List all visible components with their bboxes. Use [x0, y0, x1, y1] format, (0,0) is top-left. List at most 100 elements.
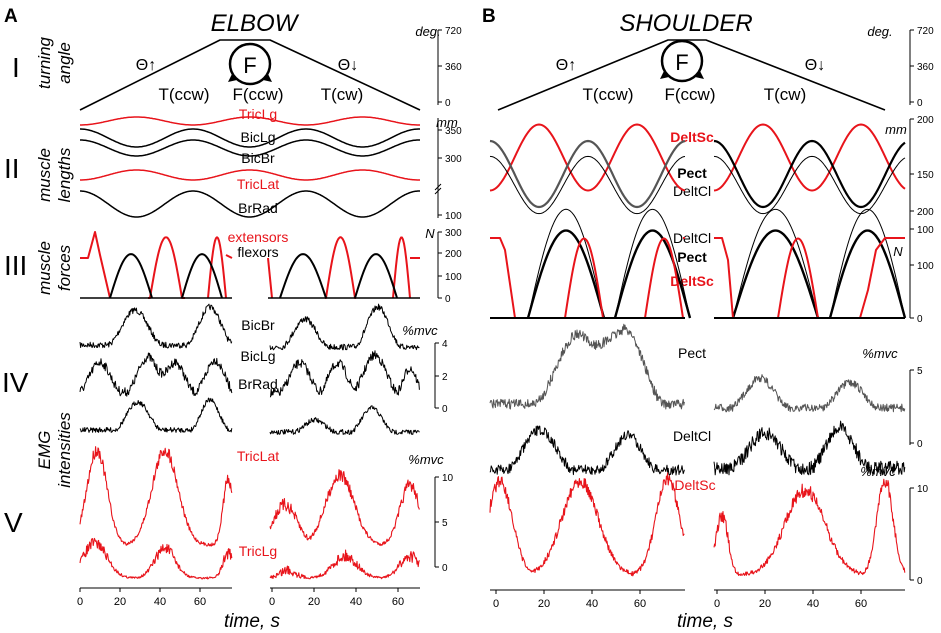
circle-label-shoulder: F [675, 50, 688, 75]
length-tick-100-sh-label: 100 [917, 225, 934, 236]
angle-trace-shoulder [497, 39, 886, 111]
unit-angle-elbow: deg. [415, 24, 440, 39]
unit-length-elbow: mm [436, 115, 458, 130]
label-deltcl-force: DeltCl [673, 230, 711, 246]
force-trace-extensors-b2 [392, 236, 411, 299]
length-trace-triclat [80, 169, 420, 181]
angle-trace-elbow [79, 39, 421, 111]
length-tick-300-label: 300 [445, 154, 462, 165]
panel-label-a: A [4, 6, 18, 27]
angle-tick-360-elbow-label: 360 [445, 62, 462, 73]
emg-tick-2-label: 2 [442, 372, 448, 383]
unit-emg-flexors: %mvc [402, 323, 438, 338]
emg-tick-0-ext-label: 0 [442, 563, 448, 574]
length-trace-deltcl-b [713, 155, 906, 215]
xaxis-shoulder-a-ticklabel-20: 20 [538, 598, 550, 610]
force-trace-extensors-start-a [80, 231, 111, 299]
xaxis-elbow-a-ticklabel-40: 40 [154, 596, 166, 608]
theta-up-elbow: Θ↑ [136, 57, 156, 74]
force-tick-0-sh-label: 0 [917, 314, 923, 325]
row-label-lengths-1: muscle [35, 148, 54, 202]
phase-tccw-elbow: T(ccw) [159, 85, 210, 104]
panel-label-b: B [482, 6, 496, 27]
emg-tick-4-label: 4 [442, 339, 448, 350]
emg-tick-0-label: 0 [442, 404, 448, 415]
force-trace-deltsc-b2 [859, 237, 905, 319]
xaxis-elbow-a-ticklabel-20: 20 [114, 596, 126, 608]
length-trace-deltsc-b [713, 123, 906, 192]
theta-up-shoulder: Θ↑ [556, 57, 576, 74]
force-trace-flexors-a1 [109, 253, 153, 299]
unit-force-elbow: N [425, 226, 435, 241]
length-trace-triclg [80, 116, 420, 126]
force-trace-pect-a1 [613, 229, 692, 319]
force-trace-deltcl-b0 [732, 208, 819, 319]
length-tick-200-label: 200 [917, 115, 934, 126]
emg-trace-brrad-a [79, 397, 233, 433]
force-tick-200-label: 200 [445, 249, 462, 260]
theta-down-shoulder: Θ↓ [805, 57, 825, 74]
circle-label-elbow: F [243, 53, 256, 78]
label-pect-length: Pect [677, 165, 707, 181]
phase-fccw-elbow: F(ccw) [233, 85, 284, 104]
force-trace-extensors-start-b [267, 257, 273, 299]
label-triclg-length: TricLg [239, 106, 277, 122]
xaxis-shoulder-b-ticklabel-20: 20 [759, 598, 771, 610]
label-biclg-emg: BicLg [240, 348, 275, 364]
length-trace-deltcl-a [489, 155, 686, 215]
force-trace-extensors-a1 [148, 236, 185, 299]
length-axis-break-b [434, 187, 442, 195]
force-trace-deltsc-b1 [777, 237, 819, 319]
angle-tick-0-elbow-label: 0 [445, 98, 451, 109]
xaxis-shoulder-a-ticklabel-0: 0 [493, 598, 499, 610]
emg-trace-pect-a [489, 323, 685, 410]
phase-tcw-elbow: T(cw) [321, 85, 363, 104]
unit-length-shoulder: mm [885, 122, 907, 137]
label-pect-force: Pect [677, 249, 707, 265]
label-triclat-length: TricLat [237, 176, 279, 192]
rotation-circle-shoulder: F [660, 39, 704, 83]
rotation-circle-elbow: F [228, 42, 272, 86]
label-deltcl-emg: DeltCl [673, 428, 711, 444]
dynamic-layer: 7203600720360035030010020015010030020010… [77, 26, 934, 610]
force-tick-100-sh-label: 100 [917, 261, 934, 272]
label-extensors: extensors [228, 229, 289, 245]
force-trace-extensors-b1 [325, 236, 356, 299]
label-brrad-length: BrRad [238, 200, 278, 216]
angle-tick-0-shoulder-label: 0 [917, 98, 923, 109]
row-label-angle-2: angle [55, 42, 74, 84]
phase-tcw-shoulder: T(cw) [764, 85, 806, 104]
row-label-angle-1: turning [35, 36, 54, 89]
emg-trace-triclat-a [79, 446, 233, 547]
emg-trace-triclat-b [269, 469, 420, 547]
emg-trace-biclg-b [269, 350, 420, 398]
label-triclat-emg: TricLat [237, 448, 279, 464]
title-elbow: ELBOW [211, 10, 300, 37]
emg-trace-pect-b [713, 374, 906, 413]
label-brrad-emg: BrRad [238, 376, 278, 392]
force-tick-300-label: 300 [445, 228, 462, 239]
length-trace-pect-b [713, 139, 906, 209]
emg-trace-bicbr-b [269, 303, 420, 351]
length-tick-350-label: 350 [445, 126, 462, 137]
label-deltcl-length: DeltCl [673, 183, 711, 199]
xaxis-elbow-b-ticklabel-20: 20 [308, 596, 320, 608]
label-biclg-length: BicLg [240, 129, 275, 145]
label-bicbr-length: BicBr [241, 150, 275, 166]
title-shoulder: SHOULDER [619, 10, 752, 37]
emg-trace-brrad-b [269, 405, 420, 435]
label-pect-emg: Pect [678, 345, 706, 361]
force-trace-pect-b1 [828, 229, 907, 319]
length-tick-150-label: 150 [917, 170, 934, 181]
label-flexors: flexors [237, 244, 278, 260]
row-label-forces-1: muscle [35, 241, 54, 295]
force-tick-100-label: 100 [445, 272, 462, 283]
force-trace-extensors-a2 [207, 236, 227, 299]
emg-trace-bicbr-a [79, 303, 233, 349]
xaxis-elbow-b-ticklabel-40: 40 [350, 596, 362, 608]
emg-tick-10-label: 10 [442, 473, 454, 484]
length-tick-100-label: 100 [445, 211, 462, 222]
emg-tick-5-label: 5 [442, 518, 448, 529]
theta-down-elbow: Θ↓ [338, 57, 358, 74]
